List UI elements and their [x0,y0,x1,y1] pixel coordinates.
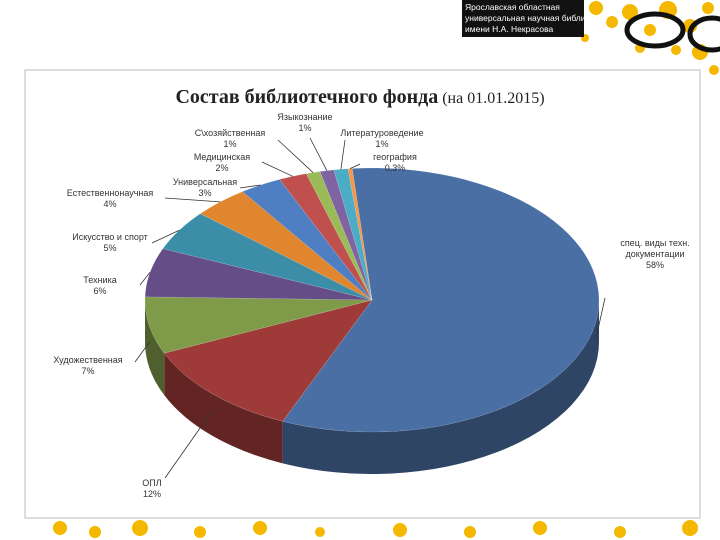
value-label: 7% [81,366,95,376]
slice-side [282,300,599,475]
slice [241,179,373,301]
leader-line [277,139,314,173]
category-label: Литературоведение [340,128,424,138]
pie [134,137,606,479]
value-label: 58% [645,260,664,270]
data-label: ОПЛ 12% [122,478,182,500]
value-label: 12% [142,489,161,499]
category-label: Универсальная [172,177,238,187]
slice-side [145,300,165,396]
header-line: универсальная научная библиотека [465,13,608,23]
slice [144,248,373,301]
category-label: Художественная [53,355,123,365]
value-label: 3% [198,188,212,198]
leader-line [340,139,346,170]
title-block: Состав библиотечного фонда (на 01.01.201… [0,86,720,109]
leader-line [261,161,293,177]
value-label: 1% [298,123,312,133]
data-label: Литературоведение 1% [337,128,427,150]
category-label: спец. виды техн. документации [620,238,690,259]
slice [319,169,373,301]
slice [199,191,373,301]
data-label: Медицинская 2% [182,152,262,174]
leader-line [164,410,213,479]
header-line: Ярославская областная [465,2,560,12]
logo-frame [624,11,720,53]
category-label: Естественнонаучная [66,188,154,198]
slice [163,299,373,422]
data-label: спец. виды техн. документации 58% [608,238,703,271]
category-label: Языкознание [277,112,333,122]
data-label: С\хозяйственная 1% [185,128,275,150]
leader-line [134,342,150,363]
value-label: 2% [215,163,229,173]
slice [144,296,373,354]
leader-line [239,184,261,189]
chart-subtitle: (на 01.01.2015) [442,90,545,107]
leader-line [139,271,151,286]
value-label: 1% [375,139,389,149]
data-label: Искусство и спорт 5% [65,232,155,254]
slice [162,213,373,301]
data-label: Техника 6% [70,275,130,297]
library-header: Ярославская областная универсальная науч… [462,0,608,37]
leader-line [595,297,606,338]
slice [279,173,373,301]
value-label: 1% [223,139,237,149]
data-label: Естественнонаучная 4% [60,188,160,210]
header-line: имени Н.А. Некрасова [465,24,554,34]
value-label: 4% [103,199,117,209]
category-label: ОПЛ [142,478,162,488]
data-label: Художественная 7% [43,355,133,377]
slice [333,168,373,301]
value-label: 5% [103,243,117,253]
leader-line [151,229,180,244]
data-label: Языкознание 1% [265,112,345,134]
category-label: Техника [83,275,117,285]
data-label: география 0,3% [365,152,425,174]
pie-tops [144,167,600,433]
category-label: С\хозяйственная [194,128,266,138]
leaders [134,137,606,479]
leader-line [164,197,221,203]
category-label: Искусство и спорт [72,232,148,242]
data-label: Универсальная 3% [160,177,250,199]
leader-line [309,137,328,171]
pie-sides [145,300,599,475]
chart-title: Состав библиотечного фонда [175,86,439,108]
slice [282,167,600,433]
value-label: 6% [93,286,107,296]
slice-side [164,353,283,464]
leader-line [349,163,361,169]
category-label: география [373,152,417,162]
value-label: 0,3% [384,163,406,173]
category-label: Медицинская [193,152,251,162]
